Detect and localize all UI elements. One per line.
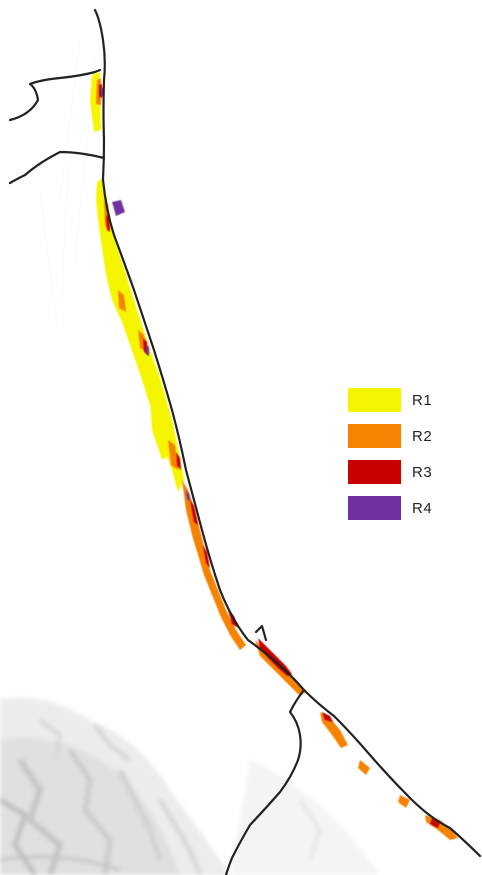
- risk-zones-r4[interactable]: [101, 88, 190, 502]
- legend-swatch-r3: [348, 460, 401, 484]
- sea-texture: [39, 39, 96, 331]
- terrain-relief-inland: [230, 760, 380, 875]
- terrain-relief: [0, 697, 230, 875]
- boundary-lines: [8, 8, 482, 875]
- legend: R1 R2 R3 R4: [348, 388, 448, 532]
- legend-item-r3: R3: [348, 460, 448, 484]
- legend-swatch-r2: [348, 424, 401, 448]
- legend-item-r2: R2: [348, 424, 448, 448]
- legend-item-r1: R1: [348, 388, 448, 412]
- legend-swatch-r1: [348, 388, 401, 412]
- legend-label-r2: R2: [412, 427, 433, 445]
- legend-swatch-r4: [348, 496, 401, 520]
- legend-item-r4: R4: [348, 496, 448, 520]
- legend-label-r3: R3: [412, 463, 433, 481]
- legend-label-r4: R4: [412, 499, 433, 517]
- legend-label-r1: R1: [412, 391, 433, 409]
